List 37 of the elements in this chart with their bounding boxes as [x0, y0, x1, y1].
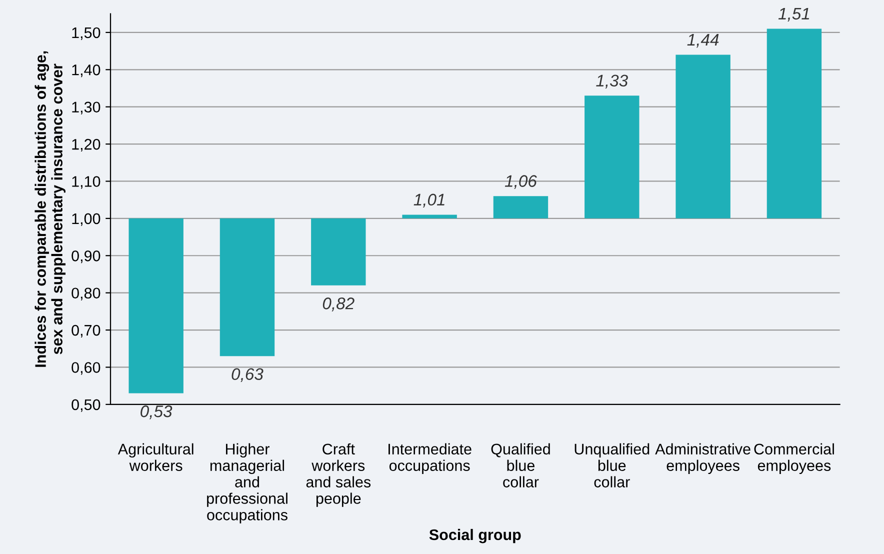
y-tick-label: 1,50 [72, 27, 100, 40]
x-tick-label: Agricultural workers [118, 443, 194, 471]
y-tick-label: 1,20 [72, 138, 100, 152]
data-label: 1,44 [687, 34, 719, 48]
bar [402, 214, 457, 218]
bar [128, 218, 184, 394]
bar [766, 28, 822, 218]
data-label: 1,51 [778, 8, 810, 22]
data-label: 1,01 [414, 194, 444, 208]
y-tick-label: 1,10 [72, 176, 100, 189]
x-tick-label: Qualified blue collar [491, 443, 550, 488]
x-tick-label: Craft workers and sales people [306, 443, 371, 507]
y-tick-label: 0,90 [72, 250, 100, 264]
data-label: 1,06 [504, 175, 537, 189]
x-tick-label: Intermediate occupations [388, 443, 472, 474]
bar [676, 54, 730, 218]
data-label: 0,82 [322, 298, 354, 312]
bar [311, 218, 366, 286]
y-axis-title: Indices for comparable distributions of age, sex and supplementary insurance cover [34, 51, 66, 367]
bar [584, 96, 640, 218]
y-tick-label: 0,50 [72, 399, 100, 412]
data-label: 1,33 [596, 74, 628, 88]
data-label: 0,53 [140, 405, 172, 420]
x-axis-title: Social group [429, 528, 521, 544]
x-tick-label: Higher managerial and professional occupations [207, 443, 288, 524]
y-tick-label: 1,00 [72, 213, 100, 226]
data-label: 0,63 [232, 368, 264, 382]
y-tick-label: 0,70 [72, 324, 100, 338]
y-tick-label: 0,60 [72, 362, 100, 375]
x-tick-label: Administrative employees [655, 443, 750, 474]
bar [220, 218, 275, 356]
x-tick-label: Unqualified blue collar [574, 443, 650, 488]
y-tick-label: 1,30 [72, 102, 100, 114]
bar [493, 196, 548, 218]
y-tick-label: 0,80 [72, 288, 100, 300]
y-tick-label: 1,40 [72, 64, 100, 78]
x-tick-label: Commercial employees [754, 443, 834, 474]
